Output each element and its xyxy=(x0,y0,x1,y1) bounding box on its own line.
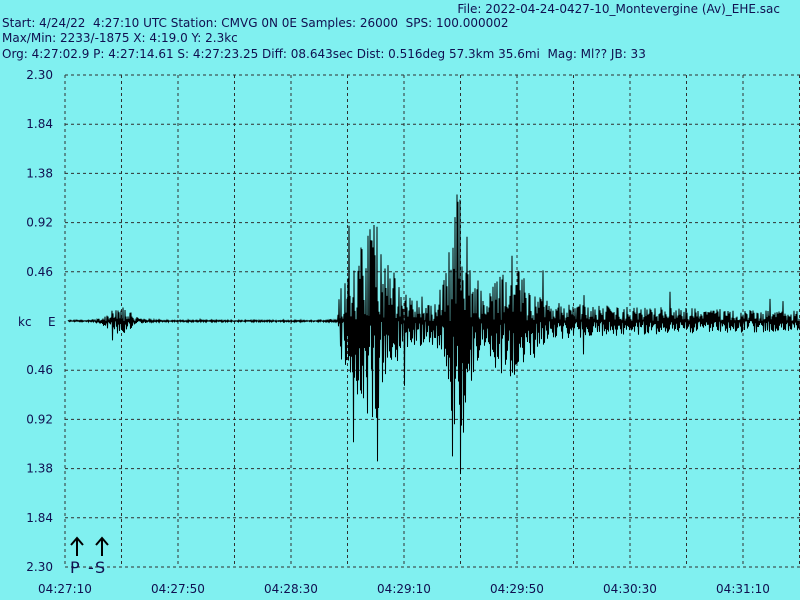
x-tick-label: 04:31:10 xyxy=(716,582,770,596)
y-tick-label: 1.84 xyxy=(26,511,53,525)
phase-arrows xyxy=(70,536,109,556)
header-line: Max/Min: 2233/-1875 X: 4:19.0 Y: 2.3kc xyxy=(2,31,238,45)
y-tick-label: 1.84 xyxy=(26,117,53,131)
s-marker: S xyxy=(95,558,105,577)
x-tick-label: 04:29:50 xyxy=(490,582,544,596)
x-tick-label: 04:29:10 xyxy=(377,582,431,596)
y-tick-label: 2.30 xyxy=(26,68,53,82)
p-marker: P xyxy=(70,558,80,577)
x-tick-label: 04:27:10 xyxy=(38,582,92,596)
unit-label: kc xyxy=(18,315,32,329)
x-tick-label: 04:30:30 xyxy=(603,582,657,596)
y-tick-label: 2.30 xyxy=(26,560,53,574)
channel-label: E xyxy=(48,315,56,329)
y-tick-label: 0.46 xyxy=(26,265,53,279)
waveform xyxy=(67,194,800,475)
y-tick-label: 1.38 xyxy=(26,166,53,180)
file-name: File: 2022-04-24-0427-10_Montevergine (A… xyxy=(457,2,780,16)
marker-dash: - xyxy=(88,558,94,577)
y-tick-label: 0.92 xyxy=(26,412,53,426)
y-tick-label: 0.92 xyxy=(26,216,53,230)
header-line: Org: 4:27:02.9 P: 4:27:14.61 S: 4:27:23.… xyxy=(2,47,646,61)
y-tick-label: 0.46 xyxy=(26,363,53,377)
y-tick-label: 1.38 xyxy=(26,462,53,476)
x-tick-label: 04:27:50 xyxy=(151,582,205,596)
header-line: Start: 4/24/22 4:27:10 UTC Station: CMVG… xyxy=(2,16,509,30)
x-tick-label: 04:28:30 xyxy=(264,582,318,596)
